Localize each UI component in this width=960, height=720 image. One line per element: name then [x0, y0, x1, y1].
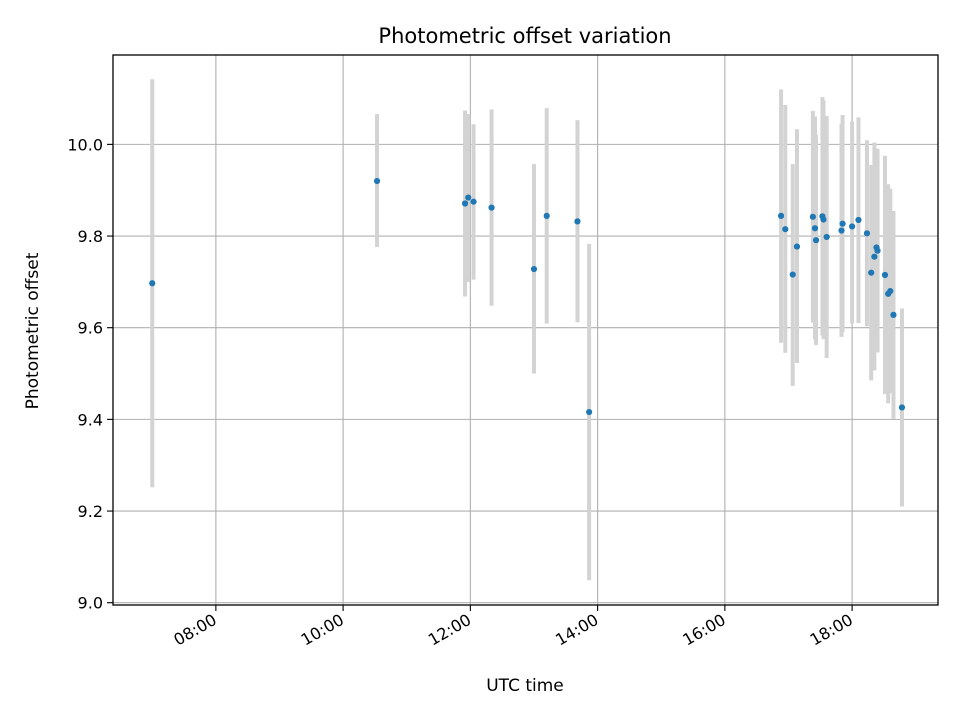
data-point: [855, 216, 862, 224]
data-point: [898, 404, 906, 411]
data-points: [149, 177, 906, 416]
data-point: [812, 237, 820, 244]
data-point: [849, 223, 856, 230]
data-point: [530, 265, 538, 273]
y-tick-label: 9.2: [78, 502, 103, 521]
y-tick-label: 9.4: [78, 410, 103, 429]
data-point: [874, 247, 881, 254]
data-point: [838, 227, 845, 234]
data-point: [839, 220, 846, 227]
data-point: [149, 280, 156, 287]
data-point: [890, 311, 897, 318]
data-point: [820, 216, 827, 223]
data-point: [881, 271, 889, 279]
data-point: [823, 233, 830, 241]
y-tick-label: 9.0: [78, 594, 103, 613]
data-point: [887, 287, 894, 295]
data-point: [782, 226, 789, 233]
data-point: [543, 212, 550, 219]
data-point: [777, 212, 785, 219]
data-point: [488, 204, 495, 211]
y-tick-label: 9.8: [78, 227, 103, 246]
data-point: [811, 225, 819, 232]
data-point: [868, 269, 875, 276]
data-point: [373, 177, 381, 185]
data-point: [465, 194, 472, 201]
data-point: [586, 408, 593, 416]
data-point: [863, 230, 871, 237]
y-tick-label: 9.6: [78, 319, 103, 338]
data-point: [809, 213, 816, 220]
plot-frame: [112, 54, 939, 606]
chart-title: Photometric offset variation: [378, 24, 671, 48]
y-tick-label: 10.0: [67, 135, 103, 154]
x-axis-label: UTC time: [486, 676, 564, 696]
data-point: [789, 271, 796, 278]
data-point: [871, 253, 878, 260]
data-point: [574, 218, 581, 225]
data-point: [461, 200, 469, 207]
data-point: [470, 198, 477, 205]
y-axis-label: Photometric offset: [23, 252, 43, 409]
axis-ticks: 08:00 10:00 12:00 14:00 16:00 18:009.09.29.49…: [67, 135, 856, 649]
data-point: [793, 243, 801, 250]
